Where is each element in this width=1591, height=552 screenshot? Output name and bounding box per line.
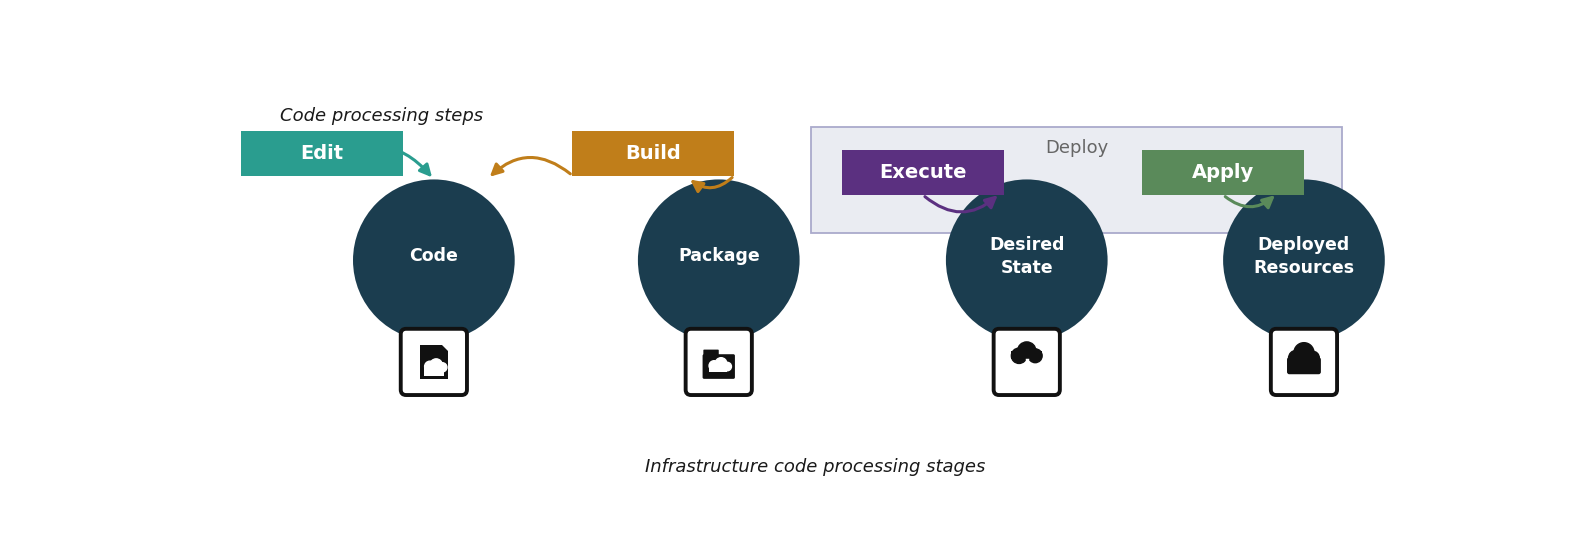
Circle shape bbox=[1289, 351, 1305, 366]
Circle shape bbox=[1293, 343, 1314, 363]
Text: Desired
State: Desired State bbox=[990, 236, 1064, 277]
Circle shape bbox=[947, 179, 1107, 341]
Text: Edit: Edit bbox=[301, 144, 344, 163]
Text: Code processing steps: Code processing steps bbox=[280, 107, 484, 125]
FancyBboxPatch shape bbox=[994, 329, 1060, 395]
FancyBboxPatch shape bbox=[1271, 329, 1336, 395]
FancyBboxPatch shape bbox=[242, 131, 403, 176]
FancyBboxPatch shape bbox=[1289, 354, 1319, 362]
Text: Deployed
Resources: Deployed Resources bbox=[1254, 236, 1354, 277]
Circle shape bbox=[353, 179, 515, 341]
Circle shape bbox=[722, 362, 732, 371]
FancyBboxPatch shape bbox=[703, 354, 735, 379]
FancyBboxPatch shape bbox=[1287, 357, 1321, 374]
Circle shape bbox=[716, 358, 727, 369]
FancyBboxPatch shape bbox=[708, 365, 727, 372]
Circle shape bbox=[430, 359, 442, 371]
FancyBboxPatch shape bbox=[703, 349, 719, 359]
Circle shape bbox=[710, 360, 719, 371]
Circle shape bbox=[1018, 342, 1036, 360]
Text: Deploy: Deploy bbox=[1045, 139, 1109, 157]
FancyBboxPatch shape bbox=[401, 329, 468, 395]
Circle shape bbox=[1028, 349, 1042, 363]
Text: Apply: Apply bbox=[1192, 163, 1254, 182]
FancyBboxPatch shape bbox=[420, 345, 447, 379]
Text: Package: Package bbox=[678, 247, 759, 266]
Circle shape bbox=[1012, 348, 1026, 363]
FancyBboxPatch shape bbox=[686, 329, 753, 395]
Text: Code: Code bbox=[409, 247, 458, 266]
Text: Infrastructure code processing stages: Infrastructure code processing stages bbox=[646, 458, 985, 476]
Circle shape bbox=[438, 363, 447, 372]
Circle shape bbox=[1223, 179, 1384, 341]
FancyBboxPatch shape bbox=[423, 368, 444, 376]
Text: Build: Build bbox=[625, 144, 681, 163]
Polygon shape bbox=[442, 345, 447, 351]
Text: Execute: Execute bbox=[880, 163, 967, 182]
FancyBboxPatch shape bbox=[1142, 150, 1305, 195]
Circle shape bbox=[638, 179, 800, 341]
FancyBboxPatch shape bbox=[811, 127, 1343, 233]
FancyBboxPatch shape bbox=[842, 150, 1004, 195]
Circle shape bbox=[1306, 351, 1319, 365]
FancyBboxPatch shape bbox=[1012, 351, 1042, 359]
FancyBboxPatch shape bbox=[573, 131, 733, 176]
Circle shape bbox=[425, 361, 436, 372]
